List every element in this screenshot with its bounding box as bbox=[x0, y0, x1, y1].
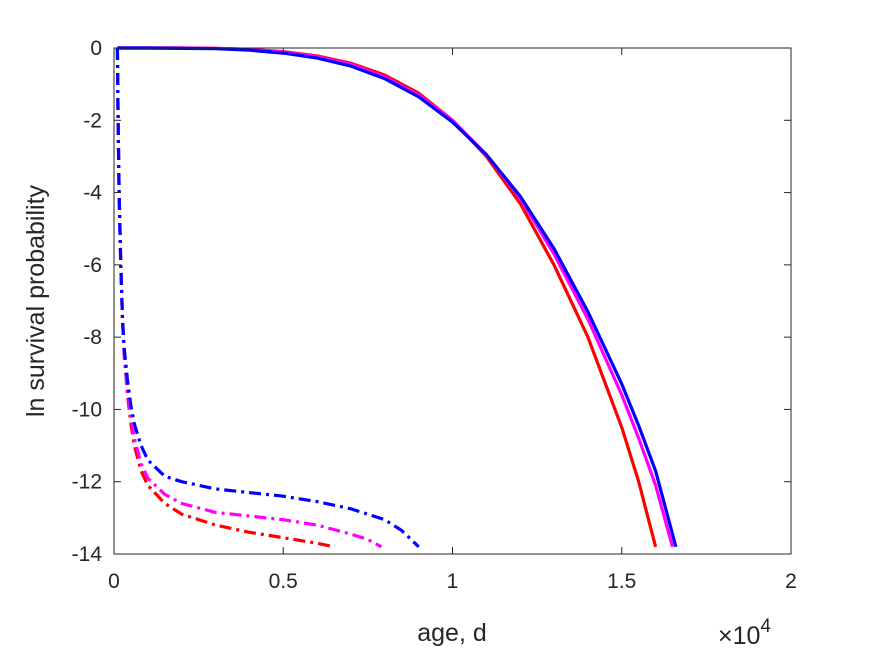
x-multiplier-base: 10 bbox=[733, 622, 761, 650]
y-tick-label: -4 bbox=[83, 182, 102, 205]
x-axis-label: age, d bbox=[417, 619, 487, 647]
x-tick-label: 1 bbox=[447, 570, 459, 593]
y-tick-label: -12 bbox=[72, 471, 102, 494]
plot-area bbox=[114, 48, 791, 554]
x-multiplier-label: ×104 bbox=[718, 616, 771, 650]
x-multiplier-times: × bbox=[718, 622, 733, 650]
y-tick-label: -6 bbox=[83, 254, 102, 277]
y-tick-label: -10 bbox=[72, 398, 102, 421]
y-axis-label: ln survival probability bbox=[22, 184, 50, 417]
y-tick-label: 0 bbox=[90, 37, 102, 60]
series-line-6 bbox=[115, 47, 420, 548]
x-tick-label: 2 bbox=[785, 570, 797, 593]
x-tick-label: 1.5 bbox=[607, 570, 636, 593]
y-tick-label: -14 bbox=[72, 543, 103, 566]
x-tick-label: 0 bbox=[108, 570, 120, 593]
y-tick-label: -2 bbox=[83, 109, 102, 132]
x-multiplier-exponent: 4 bbox=[760, 616, 771, 637]
series-line-3 bbox=[117, 46, 678, 548]
x-tick-label: 0.5 bbox=[269, 570, 298, 593]
ticks-layer: 0 0.5 1 1.5 2 0 -2 -4 -6 -8 -10 -12 -14 bbox=[72, 37, 797, 593]
y-tick-label: -8 bbox=[83, 326, 102, 349]
